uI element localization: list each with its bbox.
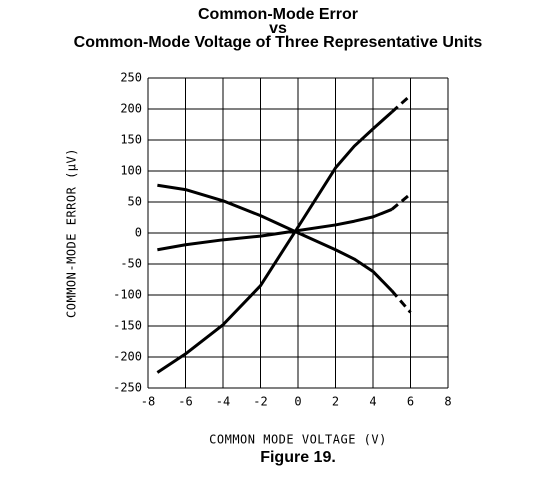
y-tick-label: -100 — [113, 288, 142, 302]
y-tick-label: 200 — [120, 102, 142, 116]
chart-subtitle: vs — [269, 20, 287, 37]
x-tick-label: 2 — [332, 395, 339, 409]
y-tick-label: -50 — [120, 257, 142, 271]
caption: Figure 19. — [260, 449, 336, 466]
y-tick-label: 150 — [120, 133, 142, 147]
x-axis-label: COMMON MODE VOLTAGE (V) — [209, 433, 387, 447]
y-tick-label: -250 — [113, 381, 142, 395]
data-line — [390, 94, 412, 114]
chart-title: Common-Mode Error — [198, 6, 358, 23]
x-tick-label: -8 — [141, 395, 155, 409]
x-tick-label: 6 — [407, 395, 414, 409]
x-tick-label: 8 — [444, 395, 451, 409]
data-line — [157, 208, 393, 252]
data-line — [390, 192, 412, 211]
y-tick-label: -150 — [113, 319, 142, 333]
chart-subtitle: Common-Mode Voltage of Three Representat… — [74, 34, 483, 51]
y-tick-label: 100 — [120, 164, 142, 178]
x-tick-label: -4 — [216, 395, 230, 409]
data-line — [156, 110, 393, 374]
data-line — [390, 289, 412, 314]
y-tick-label: 50 — [128, 195, 142, 209]
y-axis-label: COMMON-MODE ERROR (μV) — [65, 148, 79, 318]
y-tick-label: 250 — [120, 71, 142, 85]
x-tick-label: 4 — [369, 395, 376, 409]
y-tick-label: -200 — [113, 350, 142, 364]
y-tick-label: 0 — [135, 226, 142, 240]
data-line — [157, 183, 393, 292]
x-tick-label: -2 — [253, 395, 267, 409]
x-tick-label: 0 — [294, 395, 301, 409]
x-tick-label: -6 — [178, 395, 192, 409]
